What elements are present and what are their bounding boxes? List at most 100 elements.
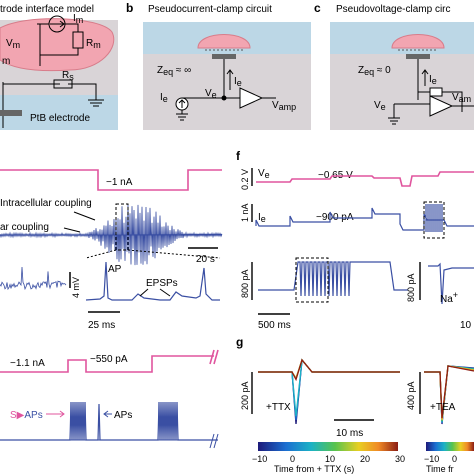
ie-trace (255, 204, 474, 232)
label-current: −1 nA (106, 177, 133, 188)
label-saps: S▶APs (10, 410, 43, 421)
label-vamp: Vamp (272, 100, 296, 112)
label-ve: Ve (374, 100, 386, 112)
tea-trace (424, 365, 474, 424)
label-ap: AP (108, 264, 122, 275)
label-ie2: Ie (234, 76, 242, 88)
panel-c-cell (391, 34, 445, 49)
zoom-box-right (423, 201, 445, 239)
axis-break-icon (209, 433, 219, 449)
label-electrode: PtB electrode (30, 113, 90, 124)
axis-pa2: 800 pA (406, 273, 416, 302)
panel-d: −1 nA Intracellular coupling ar coupling… (0, 169, 223, 331)
ground-icon (176, 110, 188, 121)
panel-f-letter: f (236, 149, 241, 163)
axis-g2: 400 pA (406, 381, 416, 410)
label-ttx: +TTX (266, 402, 291, 413)
panel-a-wires (37, 23, 79, 66)
epsp-pointers (139, 288, 171, 297)
tea-trace (424, 365, 474, 419)
axis-g1: 200 pA (240, 381, 250, 410)
pt-electrode (0, 110, 22, 116)
colorbar-label: Time from + TTX (s) (274, 464, 354, 474)
panel-a-title: trode interface model (0, 4, 94, 15)
current-step-trace (0, 349, 219, 373)
label-tea: +TEA (430, 402, 456, 413)
tea-trace (424, 365, 474, 425)
label-im: Im (73, 13, 83, 25)
label-current-low: −1.1 nA (10, 358, 45, 369)
colorbar-ticks: −10 0 10 20 30 (252, 454, 405, 464)
zoom-box (295, 257, 329, 303)
panel-b-letter: b (126, 1, 133, 15)
aps-arrow-icon (103, 410, 112, 418)
ie-arrow-icon (226, 69, 234, 90)
label-m: m (2, 56, 10, 67)
label-rm: Rm (86, 38, 101, 50)
ie-arrow-icon (421, 69, 429, 86)
panel-a: trode interface model Vm Im Rm Rs m PtB … (0, 4, 118, 130)
ttx-trace (258, 358, 400, 382)
pointer-line (63, 227, 81, 233)
colorbar (258, 442, 398, 451)
label-scale-v: 4 mV (71, 277, 81, 298)
colorbar-tick: 20 (360, 454, 370, 464)
tea-traces (424, 365, 474, 425)
ttx-traces (258, 358, 400, 425)
ap-zoom-trace (85, 261, 220, 301)
colorbar-tick: 10 (325, 454, 335, 464)
label-scale-g: 10 ms (336, 428, 363, 439)
panel-a-wires-lower (2, 82, 97, 128)
na-current-trace (428, 262, 474, 305)
current-arrow-icon (178, 99, 186, 108)
ttx-trace (258, 358, 400, 425)
label-current-high: −550 pA (90, 354, 128, 365)
label-zeq: Zeq ≈ ∞ (157, 65, 191, 77)
label-scale-ms: 500 ms (258, 320, 291, 331)
label-scale-t: 20 s (196, 254, 215, 265)
amplifier-icon (429, 95, 454, 117)
panel-g-letter: g (236, 335, 243, 349)
axis-pa: 800 pA (240, 269, 250, 298)
panel-b-title: Pseudocurrent-clamp circuit (148, 4, 272, 15)
colorbar-tick: 0 (290, 454, 295, 464)
axis-ie: 1 nA (240, 203, 250, 222)
pointer-line (73, 211, 96, 221)
panel-c-letter: c (314, 1, 321, 15)
panel-b-wires (181, 59, 240, 112)
panel-c-wires (393, 59, 463, 118)
label-intracellular: Intracellular coupling (0, 198, 92, 209)
zoom-box (115, 203, 129, 251)
tea-trace (424, 365, 474, 423)
ve-staircase-trace (256, 171, 474, 187)
intracellular-burst-trace (0, 203, 223, 266)
ie-zoom-trace (258, 261, 408, 297)
panel-b-electrode (212, 54, 236, 59)
panel-c-electrode (406, 54, 430, 59)
colorbar-tick: 30 (395, 454, 405, 464)
label-zeq: Zeq ≈ 0 (358, 65, 391, 77)
label-ten: 10 (460, 320, 472, 331)
current-step-trace (0, 169, 222, 191)
extracellular-noise-trace (0, 266, 67, 291)
resistor-rs (53, 79, 73, 89)
label-na: Na+ (440, 290, 458, 305)
ttx-trace (258, 358, 400, 381)
label-ie: Ie (258, 212, 266, 224)
colorbar-label-2: Time fr (426, 464, 454, 474)
label-ve: Ve (258, 168, 270, 180)
ttx-trace (258, 358, 400, 380)
spike-trace (0, 401, 218, 441)
label-scale-ms: 25 ms (88, 320, 115, 331)
label-ie: Ie (429, 74, 437, 86)
zoom-lines (85, 249, 221, 259)
label-aps: APs (114, 410, 132, 421)
feedback-resistor (429, 87, 443, 97)
label-vm: Vm (6, 38, 20, 50)
ground-icon (88, 99, 104, 107)
saps-arrow-icon (46, 410, 65, 418)
node-dot (221, 95, 227, 101)
ttx-trace (258, 358, 400, 381)
panel-b-cell (197, 34, 251, 49)
